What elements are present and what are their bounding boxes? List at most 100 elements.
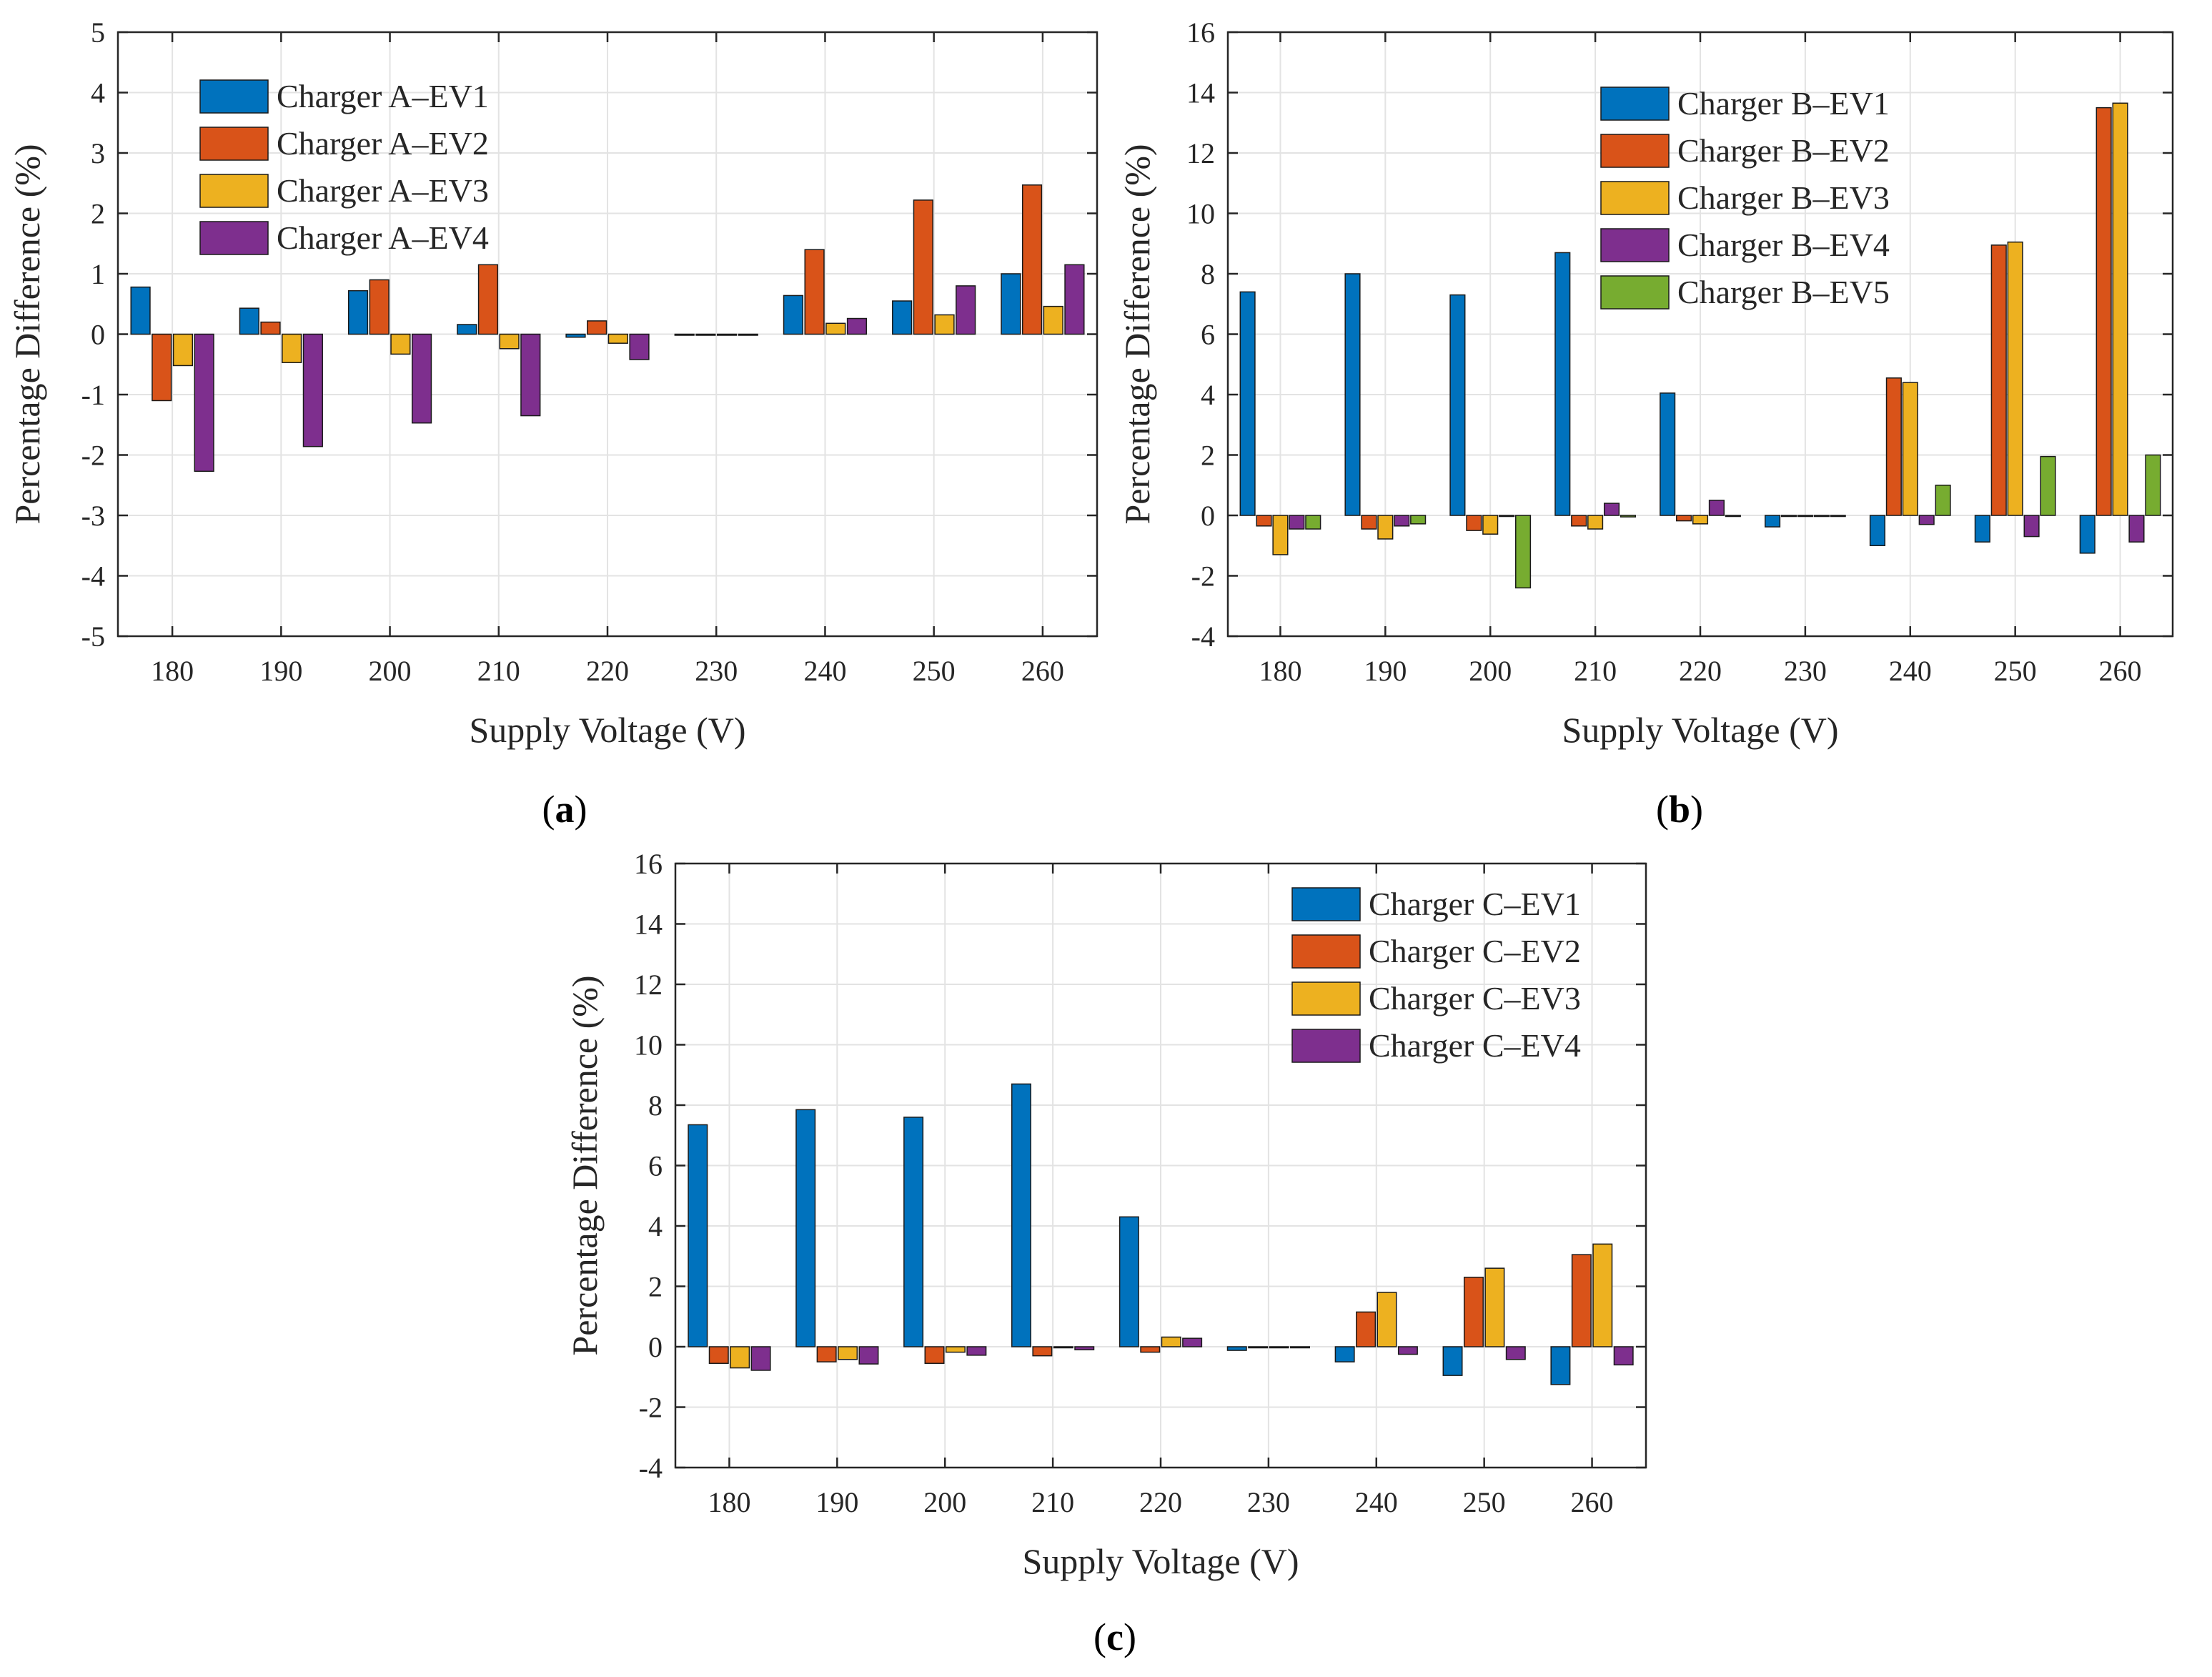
bar-ev4-200 — [411, 333, 432, 424]
y-tick-label: 4 — [1201, 379, 1215, 411]
y-tick-label: 10 — [1186, 198, 1215, 230]
bar-ev3-190 — [1377, 515, 1394, 540]
x-tick-label: 260 — [1571, 1486, 1614, 1518]
x-tick-label: 230 — [1784, 655, 1827, 687]
bar-ev1-190 — [239, 307, 259, 335]
bar-ev3-210 — [1587, 515, 1604, 530]
bar-ev1-200 — [1449, 294, 1466, 516]
bar-ev4-200 — [966, 1346, 987, 1356]
bar-ev3-250 — [2007, 241, 2023, 516]
y-axis-label: Percentage Difference (%) — [1117, 144, 1157, 524]
y-tick-label: -1 — [81, 379, 105, 411]
bar-ev1-180 — [1239, 291, 1256, 516]
y-axis-label: Percentage Difference (%) — [7, 144, 47, 524]
x-tick-label: 210 — [1574, 655, 1617, 687]
bar-ev4-230 — [1290, 1346, 1311, 1349]
bar-ev3-230 — [716, 333, 738, 336]
bar-ev2-190 — [816, 1346, 837, 1362]
bar-ev2-200 — [924, 1346, 945, 1364]
bar-ev5-230 — [1830, 515, 1846, 518]
bar-ev3-220 — [1692, 515, 1709, 525]
legend-swatch — [1291, 934, 1361, 969]
y-tick-label: 8 — [648, 1089, 663, 1122]
legend-entry: Charger C–EV3 — [1369, 980, 1581, 1016]
y-tick-label: -4 — [81, 560, 105, 593]
legend-entry: Charger A–EV1 — [277, 78, 489, 114]
bar-ev1-240 — [1334, 1346, 1355, 1362]
legend-entry: Charger B–EV3 — [1677, 179, 1890, 216]
bar-ev2-220 — [1676, 515, 1692, 522]
bar-ev4-190 — [1394, 515, 1410, 527]
y-tick-label: 2 — [91, 198, 105, 230]
x-tick-label: 190 — [259, 655, 302, 687]
bar-ev1-180 — [688, 1124, 708, 1347]
y-tick-label: 2 — [1201, 440, 1215, 472]
bar-ev2-180 — [1256, 515, 1272, 527]
bar-ev1-200 — [903, 1117, 924, 1347]
bar-ev2-200 — [1466, 515, 1482, 531]
y-tick-label: 0 — [91, 319, 105, 351]
bar-ev3-210 — [1053, 1346, 1073, 1349]
bar-ev3-220 — [607, 333, 628, 344]
bar-ev4-240 — [1918, 515, 1935, 525]
bar-ev2-240 — [804, 249, 825, 335]
x-tick-label: 180 — [1259, 655, 1301, 687]
x-tick-label: 260 — [1021, 655, 1064, 687]
bar-ev5-210 — [1620, 515, 1637, 518]
legend-swatch — [1291, 981, 1361, 1016]
bar-ev2-230 — [1248, 1346, 1269, 1349]
x-tick-label: 260 — [2099, 655, 2142, 687]
y-tick-label: 5 — [91, 16, 105, 49]
x-tick-label: 240 — [803, 655, 846, 687]
bar-ev4-260 — [2128, 515, 2145, 543]
bar-ev4-230 — [1813, 515, 1830, 518]
bar-ev4-240 — [1397, 1346, 1418, 1355]
legend-swatch — [199, 127, 269, 161]
legend: Charger A–EV1 Charger A–EV2 Charger A–EV3 C… — [199, 78, 489, 256]
y-tick-label: 16 — [1186, 16, 1215, 49]
bar-ev4-240 — [846, 317, 868, 335]
bar-ev2-220 — [587, 320, 607, 335]
bar-ev1-260 — [1001, 273, 1021, 335]
bar-ev3-260 — [2112, 102, 2128, 516]
x-tick-label: 250 — [1463, 1486, 1506, 1518]
legend-swatch — [1600, 181, 1670, 215]
panel-c: -4 -2 0 2 4 6 8 10 12 14 16 180 190 200 210 220 230 240 25… — [565, 848, 1647, 1658]
x-tick-label: 250 — [1994, 655, 2037, 687]
bar-ev2-250 — [1990, 244, 2007, 516]
y-axis-label: Percentage Difference (%) — [565, 975, 605, 1355]
bar-ev4-220 — [629, 333, 650, 360]
axes-frame — [116, 31, 1098, 638]
x-tick-label: 230 — [1247, 1486, 1290, 1518]
bar-ev1-210 — [457, 324, 477, 335]
legend-entry: Charger B–EV1 — [1677, 85, 1890, 122]
legend-swatch — [199, 174, 269, 208]
bar-ev3-220 — [1161, 1336, 1181, 1347]
legend-swatch — [1600, 86, 1670, 121]
bar-ev1-220 — [1660, 392, 1676, 516]
x-tick-label: 230 — [695, 655, 738, 687]
bar-ev2-240 — [1356, 1311, 1377, 1347]
legend-swatch — [1291, 1029, 1361, 1063]
bar-ev1-250 — [1442, 1346, 1463, 1376]
bar-ev4-220 — [1708, 500, 1725, 516]
bar-ev1-240 — [1869, 515, 1886, 546]
bar-ev2-210 — [477, 264, 499, 335]
y-tick-label: 10 — [634, 1029, 663, 1062]
bar-ev3-200 — [390, 333, 411, 355]
bar-ev3-210 — [499, 333, 520, 350]
y-tick-label: -4 — [639, 1452, 663, 1484]
bar-ev3-180 — [172, 333, 194, 367]
x-tick-label: 200 — [1469, 655, 1512, 687]
y-tick-label: 0 — [1201, 500, 1215, 532]
bar-ev5-180 — [1305, 515, 1321, 530]
bar-ev4-230 — [738, 333, 758, 336]
bar-ev4-210 — [520, 333, 541, 417]
legend-entry: Charger C–EV4 — [1369, 1027, 1581, 1064]
bar-ev2-230 — [1780, 515, 1797, 518]
x-tick-label: 200 — [369, 655, 412, 687]
y-tick-label: 3 — [91, 137, 105, 169]
legend-swatch — [1291, 887, 1361, 921]
y-tick-label: 12 — [634, 969, 663, 1001]
